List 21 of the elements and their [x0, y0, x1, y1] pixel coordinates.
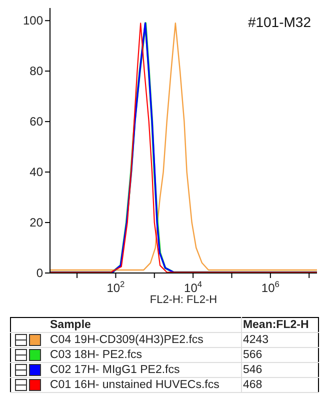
text: 546	[242, 363, 264, 378]
legend-label: C04 19H-CD309(4H3)PE2.fcs	[49, 332, 242, 348]
legend-title: Sample	[49, 318, 242, 332]
y-tick-label: 20	[30, 216, 44, 230]
legend-label: C02 17H- MIgG1 PE2.fcs	[49, 362, 242, 378]
text: 468	[242, 378, 264, 392]
x-tick-label: 10$^{6}$	[261, 279, 280, 295]
annotation: #101-M32	[248, 14, 311, 30]
y-tick-label: 80	[30, 64, 44, 78]
text: 566	[242, 348, 264, 362]
legend-label: C03 18H- PE2.fcs	[49, 348, 242, 362]
x-tick-label: 10$^{2}$	[106, 279, 126, 295]
x-tick-label: 10$^{4}$	[184, 279, 202, 295]
text: Mean:FL2-H	[242, 318, 310, 332]
y-tick-label: 100	[22, 14, 44, 28]
y-tick-label: 60	[30, 114, 44, 129]
text: 4243	[242, 333, 270, 348]
legend-label: C01 16H- unstained HUVECs.fcs	[49, 378, 242, 392]
y-tick-label: 40	[30, 165, 44, 180]
x-axis-title: FL2-H: FL2-H	[150, 294, 218, 306]
y-tick-label: 0	[36, 266, 44, 280]
